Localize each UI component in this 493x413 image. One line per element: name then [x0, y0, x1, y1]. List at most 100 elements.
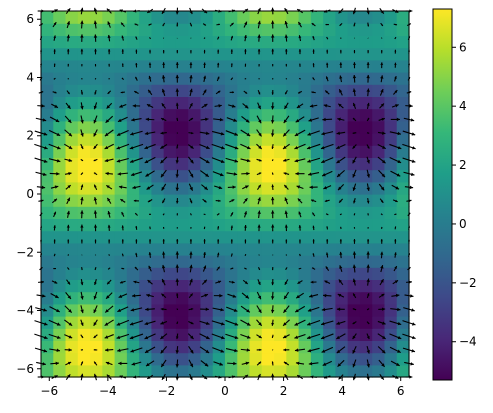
heatmap-cell: [102, 255, 116, 268]
quiver-arrow: [203, 75, 207, 82]
heatmap-cell: [396, 194, 410, 207]
heatmap-cell: [261, 218, 275, 232]
heatmap-cell: [77, 218, 91, 232]
heatmap-cell: [359, 133, 373, 146]
quiver-arrow: [212, 307, 224, 312]
quiver-arrow: [377, 144, 386, 150]
quiver-arrow: [135, 225, 138, 230]
heatmap-cell: [359, 35, 373, 49]
quiver-arrow: [309, 294, 319, 298]
heatmap-cell: [372, 23, 386, 36]
heatmap-cell: [175, 364, 189, 378]
heatmap-cell: [77, 206, 91, 219]
heatmap-cell: [163, 47, 177, 61]
heatmap-cell: [151, 218, 165, 232]
quiver-arrow: [176, 308, 179, 311]
heatmap-cell: [41, 35, 54, 49]
quiver-arrow: [257, 90, 261, 95]
heatmap-cell: [372, 230, 386, 244]
heatmap-cell: [359, 206, 373, 219]
heatmap-cell: [175, 11, 189, 24]
quiver-arrow: [217, 49, 220, 54]
quiver-arrow: [257, 48, 261, 55]
heatmap-cell: [163, 291, 177, 305]
quiver-arrow: [80, 172, 84, 176]
heatmap-cell: [298, 23, 312, 36]
quiver-arrow: [80, 319, 84, 327]
quiver-arrow: [53, 267, 56, 270]
quiver-arrow: [203, 37, 206, 40]
heatmap-cell: [261, 108, 275, 122]
heatmap-cell: [310, 291, 324, 305]
quiver-arrow: [227, 185, 236, 189]
heatmap-cell: [114, 255, 128, 268]
heatmap-cell: [212, 218, 226, 232]
quiver-arrow: [241, 171, 250, 176]
heatmap-cell: [359, 47, 373, 61]
heatmap-cell: [286, 291, 300, 305]
heatmap-cell: [41, 364, 54, 378]
quiver-arrow: [80, 158, 84, 162]
quiver-arrow: [120, 91, 125, 94]
heatmap-cell: [188, 340, 202, 354]
quiver-arrow: [80, 34, 84, 42]
heatmap-cell: [372, 352, 386, 366]
quiver-arrow: [64, 129, 73, 137]
heatmap-cell: [249, 84, 263, 97]
heatmap-cell: [335, 242, 349, 256]
quiver-arrow: [160, 131, 167, 135]
heatmap-cell: [225, 352, 238, 366]
quiver-arrow: [105, 171, 113, 176]
heatmap-cell: [90, 133, 103, 146]
heatmap-cell: [139, 340, 152, 354]
heatmap-cell: [249, 230, 263, 244]
heatmap-cell: [372, 194, 386, 207]
quiver-arrow: [120, 198, 126, 203]
quiver-arrow: [146, 293, 154, 298]
heatmap-cell: [139, 291, 152, 305]
quiver-arrow: [299, 253, 301, 257]
heatmap-cell: [274, 194, 287, 207]
heatmap-cell: [323, 206, 336, 219]
heatmap-cell: [310, 194, 324, 207]
quiver-arrow: [389, 346, 401, 354]
heatmap-cell: [53, 120, 67, 134]
quiver-arrow: [50, 361, 59, 366]
heatmap-cell: [335, 267, 349, 280]
heatmap-cell: [335, 108, 349, 122]
heatmap-cell: [126, 11, 140, 24]
heatmap-cell: [90, 230, 103, 244]
heatmap-cell: [372, 11, 386, 24]
heatmap-cell: [114, 364, 128, 378]
heatmap-cell: [139, 133, 152, 146]
quiver-arrow: [121, 77, 125, 81]
quiver-arrow: [240, 319, 251, 326]
quiver-arrow: [241, 361, 250, 366]
heatmap-cell: [90, 35, 103, 49]
quiver-arrow: [240, 334, 251, 339]
quiver-arrow: [270, 129, 275, 137]
heatmap-cell: [126, 169, 140, 183]
heatmap-cell: [359, 242, 373, 256]
heatmap-cell: [261, 181, 275, 195]
quiver-arrow: [129, 157, 143, 163]
quiver-arrow: [189, 198, 193, 204]
heatmap-cell: [372, 84, 386, 97]
quiver-arrow: [352, 88, 357, 97]
quiver-arrow: [228, 104, 236, 108]
quiver-arrow: [306, 320, 321, 326]
quiver-arrow: [283, 184, 289, 190]
quiver-arrow: [366, 183, 370, 192]
heatmap-cell: [175, 47, 189, 61]
quiver-arrow: [146, 103, 154, 108]
heatmap-cell: [151, 59, 165, 73]
quiver-arrow: [188, 345, 194, 354]
quiver-arrow: [377, 156, 386, 164]
quiver-arrow: [148, 75, 152, 82]
quiver-arrow: [117, 306, 129, 313]
quiver-arrow: [48, 129, 61, 137]
heatmap-cell: [175, 23, 189, 36]
heatmap-cell: [200, 206, 214, 219]
heatmap-cell: [384, 230, 398, 244]
heatmap-cell: [372, 133, 386, 146]
